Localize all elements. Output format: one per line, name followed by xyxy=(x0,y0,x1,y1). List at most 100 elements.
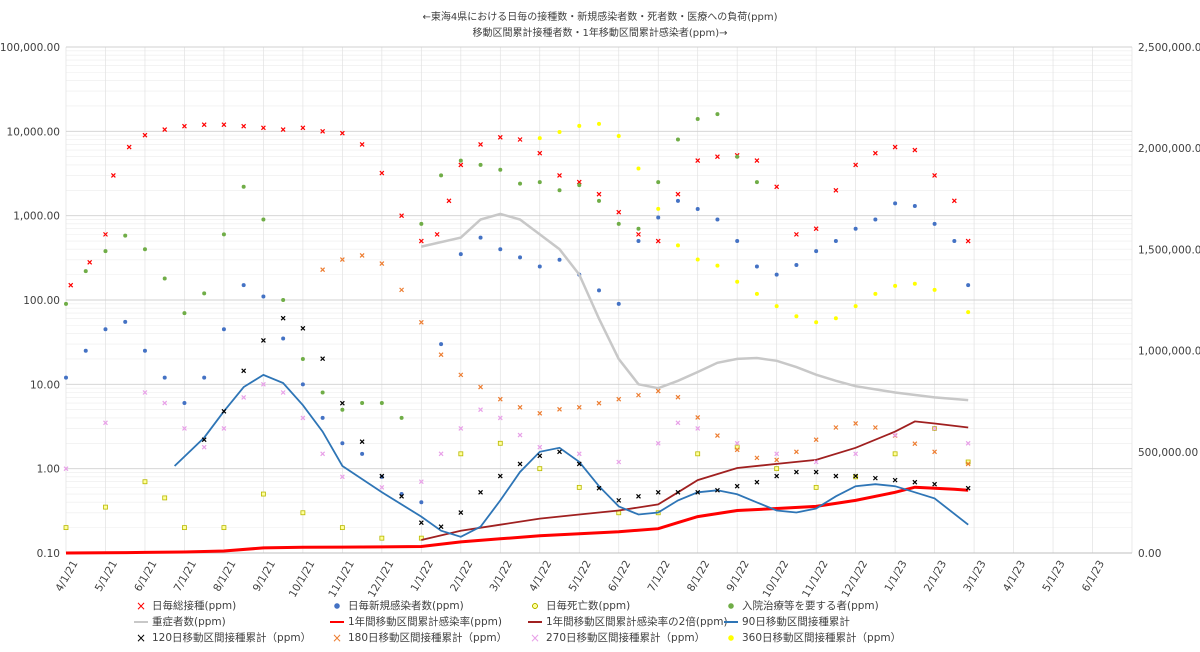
data-point xyxy=(656,215,661,220)
data-point xyxy=(965,440,971,446)
data-point xyxy=(340,407,345,412)
data-point xyxy=(912,204,917,209)
data-point xyxy=(517,432,523,438)
data-point xyxy=(518,255,523,260)
data-point xyxy=(715,112,720,117)
data-point xyxy=(300,510,306,516)
x-tick-label: 6/1/22 xyxy=(606,559,633,594)
data-point xyxy=(300,325,306,331)
data-point xyxy=(162,276,167,281)
data-point xyxy=(833,425,839,430)
data-point xyxy=(458,252,463,257)
legend-swatch xyxy=(724,632,738,643)
data-point xyxy=(853,473,859,479)
data-point xyxy=(458,162,464,168)
data-point xyxy=(965,485,971,491)
data-point xyxy=(339,400,345,406)
data-point xyxy=(636,239,641,244)
data-point xyxy=(965,461,971,467)
data-point xyxy=(458,158,463,163)
data-point xyxy=(754,455,760,461)
left-tick-label: 100,000.00 xyxy=(0,42,60,54)
data-point xyxy=(340,441,345,446)
legend-item: 日毎死亡数(ppm) xyxy=(528,598,630,613)
data-point xyxy=(103,420,108,426)
data-point xyxy=(715,154,720,160)
legend-label: 180日移動区間接種累計（ppm） xyxy=(348,632,508,644)
data-point xyxy=(360,401,365,406)
data-point xyxy=(418,520,424,526)
data-point xyxy=(655,238,661,244)
data-point xyxy=(359,141,365,147)
data-point xyxy=(932,481,938,487)
data-point xyxy=(616,396,622,402)
data-point xyxy=(734,483,740,489)
data-point xyxy=(110,173,116,178)
data-point xyxy=(695,257,700,262)
data-point xyxy=(675,137,680,142)
series-line-5 xyxy=(65,485,969,555)
data-point xyxy=(912,281,917,286)
data-point xyxy=(735,279,740,284)
data-point xyxy=(715,217,720,222)
data-point xyxy=(399,415,404,420)
data-point xyxy=(142,247,147,252)
data-point xyxy=(438,451,444,457)
data-point xyxy=(123,233,128,238)
data-point xyxy=(596,485,602,491)
data-point xyxy=(675,243,680,248)
data-point xyxy=(379,170,385,176)
left-tick-label: 10,000.00 xyxy=(7,126,60,138)
x-tick-label: 12/1/22 xyxy=(840,559,871,600)
data-point xyxy=(537,136,542,141)
data-point xyxy=(418,319,424,325)
series-points-2 xyxy=(63,426,971,541)
data-point xyxy=(300,356,305,361)
data-point xyxy=(201,122,207,128)
right-tick-label: 1,000,000.00 xyxy=(1138,346,1200,358)
data-point xyxy=(893,283,898,288)
data-point xyxy=(142,132,148,138)
data-point xyxy=(379,261,385,266)
data-point xyxy=(774,451,780,457)
series-points-9 xyxy=(320,253,971,467)
data-point xyxy=(399,213,405,219)
legend-item: 1年間移動区間累計感染率(ppm) xyxy=(330,614,502,629)
legend-swatch: × xyxy=(135,630,147,645)
legend-swatch xyxy=(330,616,344,627)
data-point xyxy=(339,474,345,480)
data-point xyxy=(616,134,621,139)
legend-label: 日毎死亡数(ppm) xyxy=(546,600,631,612)
data-point xyxy=(261,217,266,222)
legend-item: 90日移動区間接種累計 xyxy=(724,614,850,629)
data-point xyxy=(83,348,88,353)
x-tick-label: 5/1/21 xyxy=(93,559,120,594)
data-point xyxy=(616,459,622,465)
x-tick-label: 6/1/23 xyxy=(1080,559,1107,594)
data-point xyxy=(636,392,641,398)
data-point xyxy=(221,408,227,414)
data-point xyxy=(675,489,681,495)
data-point xyxy=(497,415,503,421)
data-point xyxy=(418,479,424,485)
x-tick-label: 12/1/21 xyxy=(366,559,397,600)
data-point xyxy=(695,426,701,431)
data-point xyxy=(596,400,602,406)
data-point xyxy=(734,440,740,446)
data-point xyxy=(616,221,621,226)
x-tick-label: 10/1/22 xyxy=(761,559,792,600)
data-point xyxy=(813,484,819,490)
right-tick-label: 2,000,000.00 xyxy=(1138,143,1200,155)
legend-label: 日毎総接種(ppm) xyxy=(152,600,237,612)
data-point xyxy=(774,304,779,309)
legend-swatch xyxy=(330,600,344,611)
data-point xyxy=(814,249,819,254)
series-line-7 xyxy=(173,373,969,538)
data-point xyxy=(576,484,582,490)
data-point xyxy=(498,167,503,172)
data-point xyxy=(68,282,74,288)
right-tick-label: 2,500,000.00 xyxy=(1138,42,1200,54)
x-tick-label: 2/1/22 xyxy=(448,559,475,594)
data-point xyxy=(399,493,405,499)
